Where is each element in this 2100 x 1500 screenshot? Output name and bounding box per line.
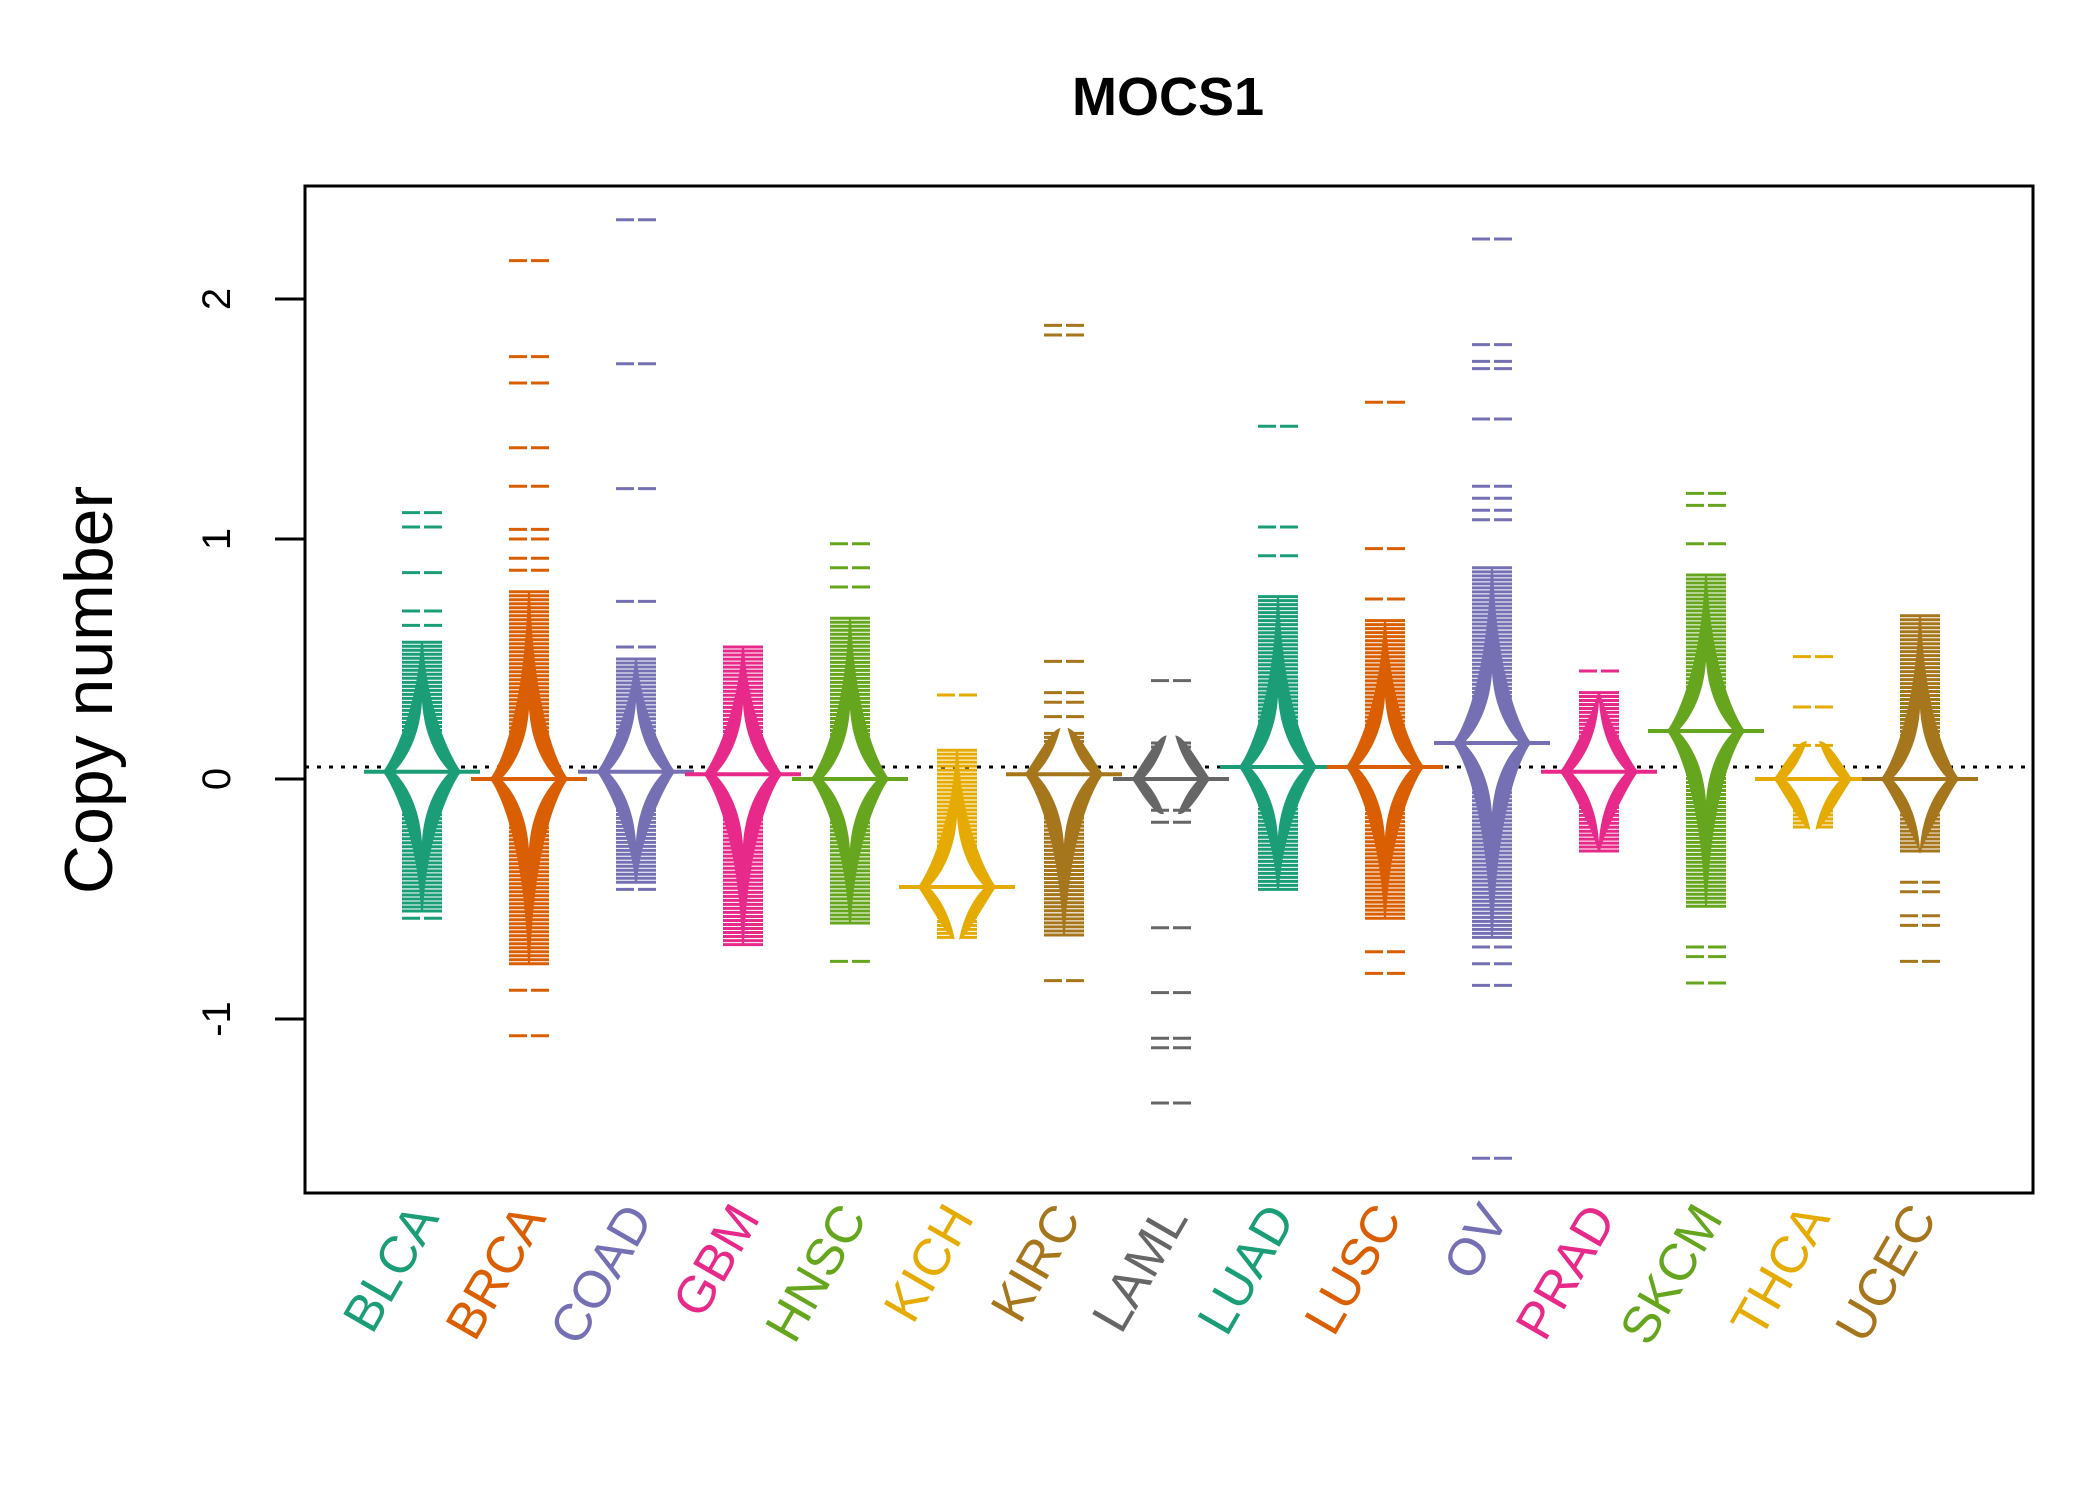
x-tick-label: THCA	[1720, 1195, 1841, 1347]
beans-group	[364, 218, 1978, 1160]
y-tick-label: 1	[195, 528, 239, 550]
bean-gbm	[685, 645, 801, 947]
bean-skcm	[1648, 491, 1764, 985]
bean-blca	[364, 511, 480, 920]
bean-ov	[1434, 237, 1550, 1160]
x-tick-label: KIRC	[980, 1195, 1092, 1332]
y-tick-label: 0	[195, 768, 239, 790]
bean-ucec	[1862, 614, 1978, 963]
x-tick-label: BLCA	[332, 1195, 450, 1342]
y-tick-label: 2	[195, 288, 239, 310]
x-tick-label: COAD	[539, 1195, 664, 1354]
bean-coad	[578, 218, 694, 891]
x-tick-label: UCEC	[1824, 1195, 1948, 1352]
x-tick-label: SKCM	[1609, 1195, 1734, 1354]
bean-kirc	[1006, 323, 1122, 983]
bean-laml	[1113, 679, 1229, 1105]
bean-prad	[1541, 669, 1657, 853]
x-tick-label: LUSC	[1294, 1195, 1414, 1344]
bean-luad	[1220, 424, 1336, 891]
x-tick-label: HNSC	[754, 1195, 878, 1352]
x-tick-label: LUAD	[1187, 1195, 1307, 1344]
bean-brca	[471, 259, 587, 1038]
y-tick-label: -1	[195, 1001, 239, 1037]
bean-thca	[1755, 655, 1871, 849]
x-tick-label: LAML	[1081, 1195, 1199, 1342]
bean-kich	[899, 693, 1015, 957]
plot-frame	[303, 184, 2035, 1195]
bean-lusc	[1327, 400, 1443, 975]
bean-hnsc	[792, 542, 908, 963]
y-axis-label: Copy number	[51, 486, 127, 894]
x-tick-label: OV	[1433, 1195, 1521, 1289]
y-axis: -1 0 1 2	[195, 288, 305, 1037]
x-tick-label: GBM	[662, 1195, 771, 1327]
chart-title: MOCS1	[1072, 67, 1264, 127]
x-tick-label: KICH	[873, 1195, 985, 1332]
